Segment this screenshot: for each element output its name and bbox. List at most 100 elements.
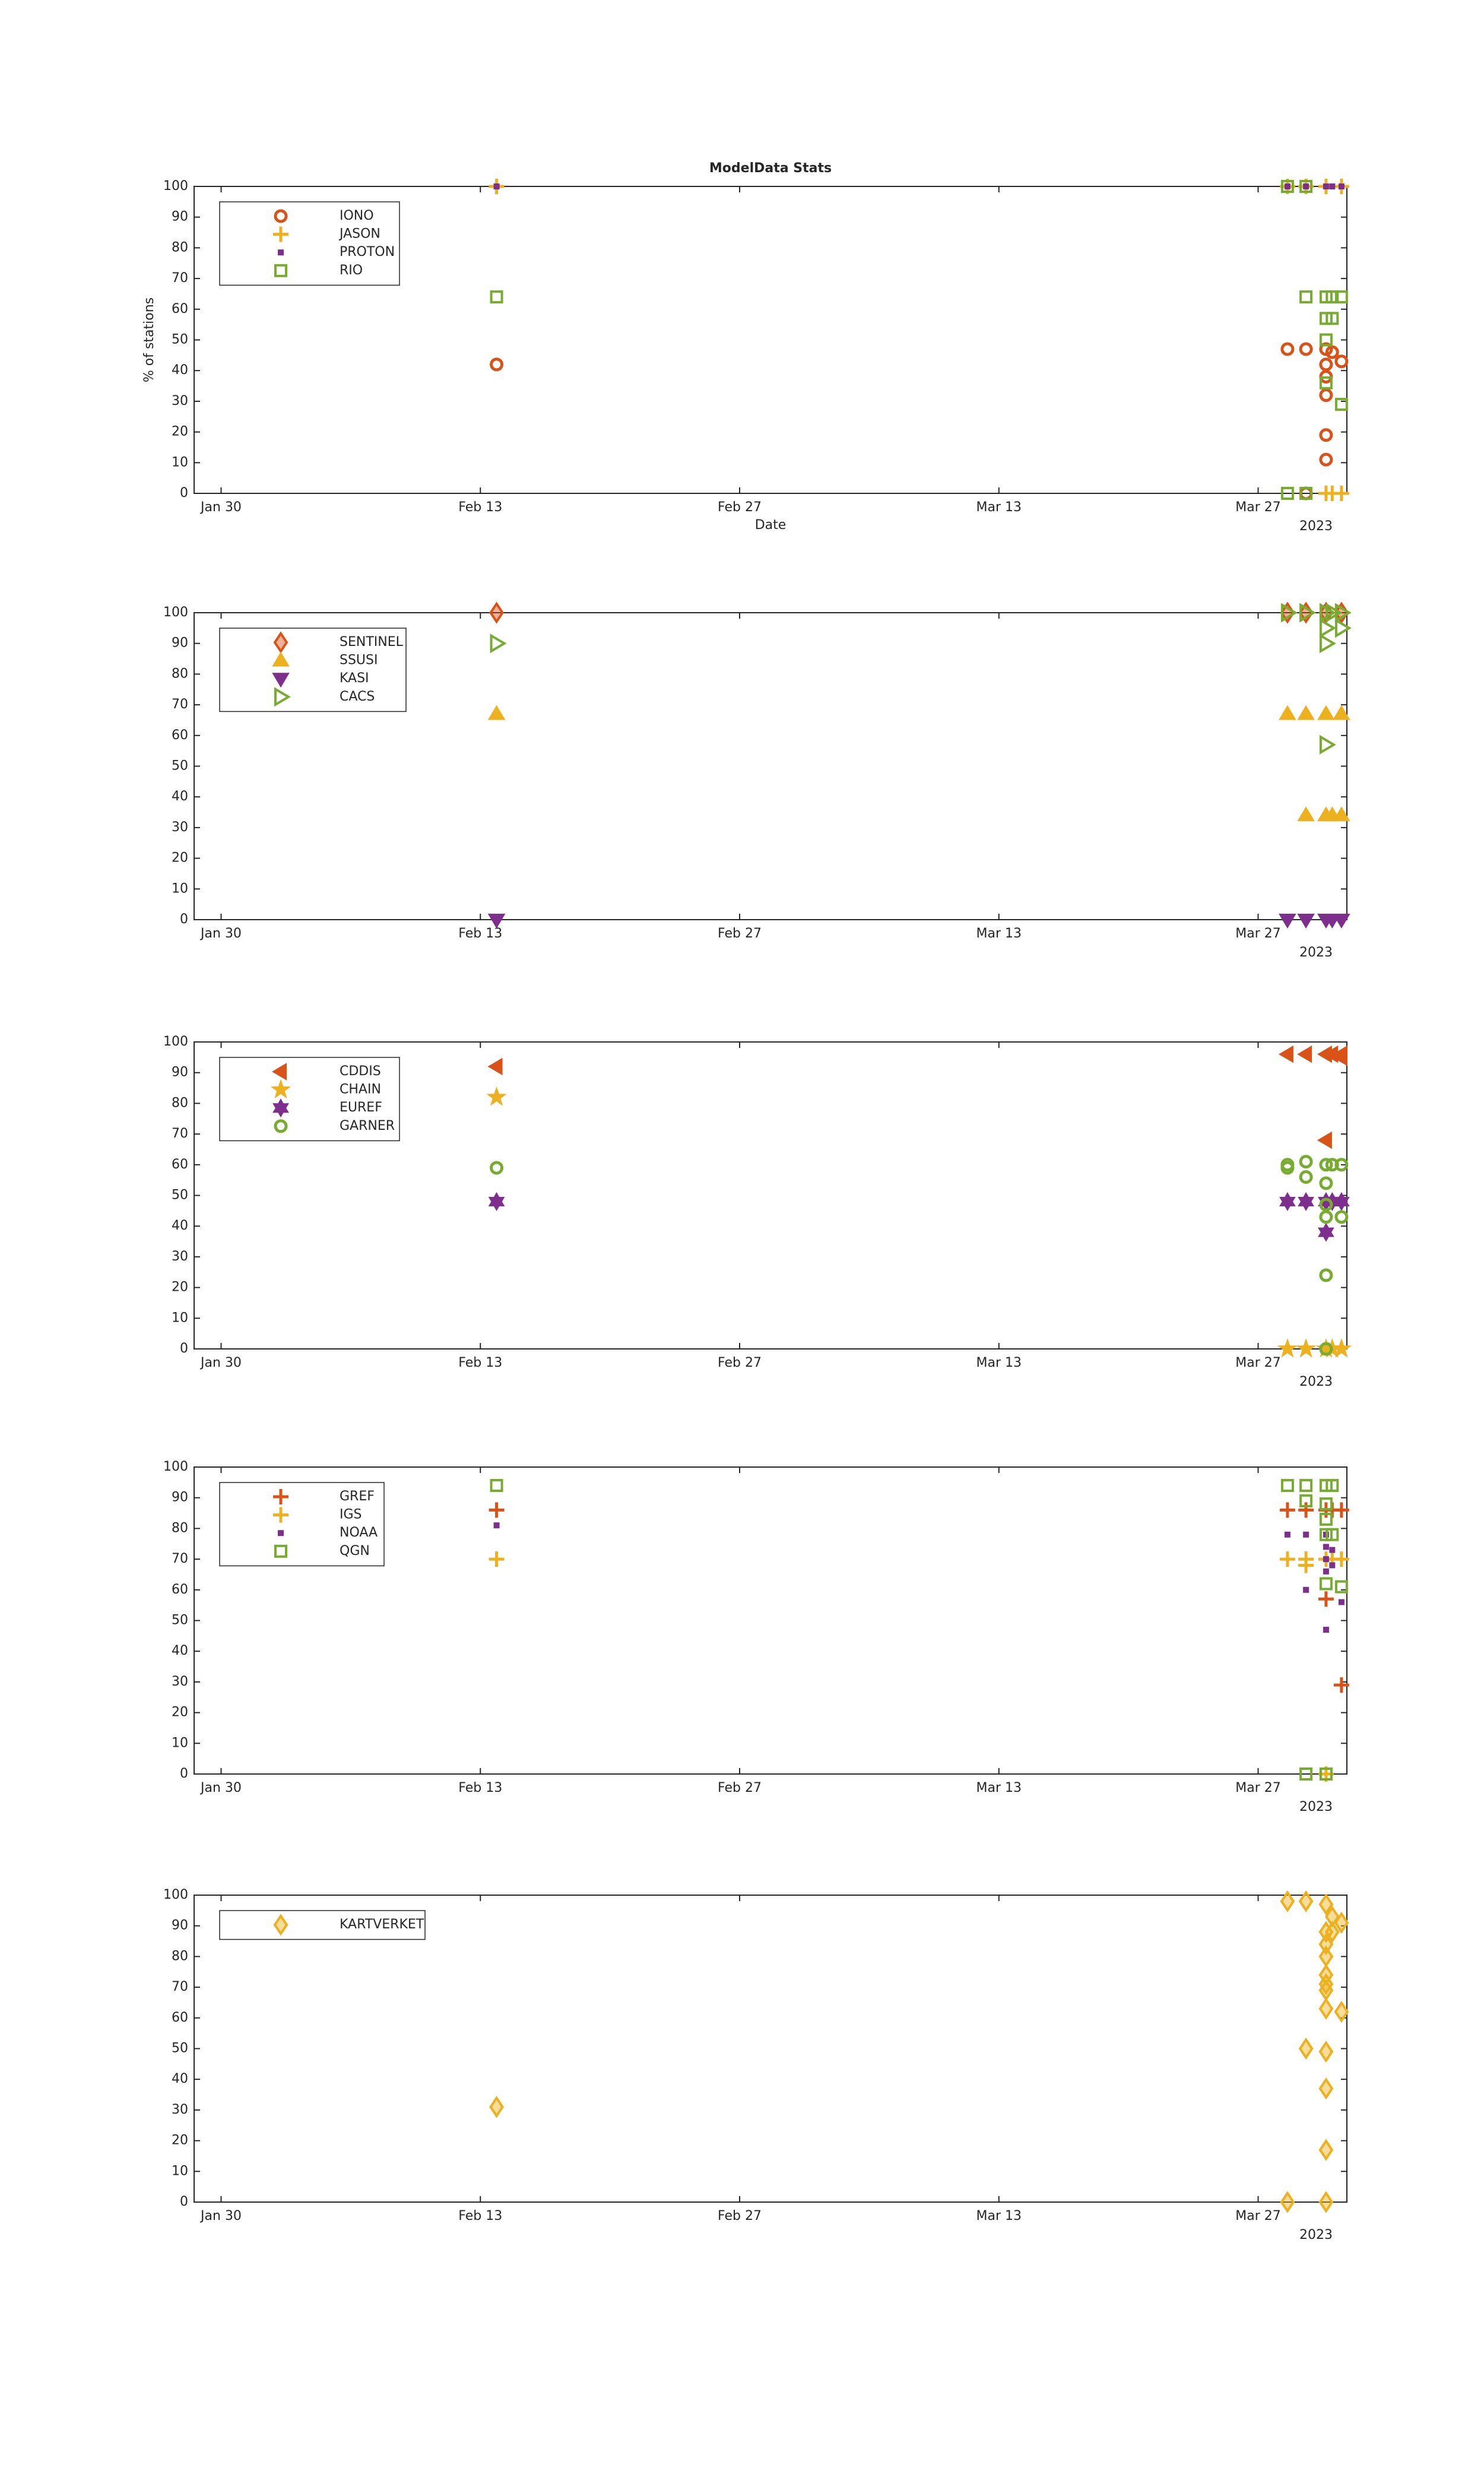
y-tick-label: 20: [172, 1280, 188, 1295]
data-point: [1280, 342, 1295, 356]
y-tick-label: 30: [172, 1249, 188, 1264]
data-point: [1280, 603, 1298, 623]
data-point: [1319, 376, 1333, 389]
data-point: [489, 2096, 504, 2118]
legend-marker: [273, 1507, 288, 1523]
data-point: [1318, 1591, 1334, 1607]
data-point: [1280, 180, 1294, 193]
y-tick-label: 20: [172, 1705, 188, 1720]
data-point: [1326, 312, 1339, 325]
y-tick-label: 50: [172, 1188, 188, 1203]
data-point: [1334, 354, 1349, 369]
data-point: [489, 1551, 505, 1567]
data-point: [1319, 633, 1336, 654]
y-tick-label: 90: [172, 1918, 188, 1933]
data-point: [1284, 1531, 1290, 1538]
legend-label: SSUSI: [340, 653, 378, 668]
y-tick-label: 60: [172, 1157, 188, 1172]
data-point: [1319, 1158, 1333, 1172]
data-point: [1319, 1512, 1333, 1526]
x-tick-label: Mar 27: [1235, 1355, 1281, 1370]
x-tick-label: Mar 13: [976, 500, 1022, 515]
data-point: [1279, 1192, 1296, 1211]
data-point: [1326, 290, 1339, 304]
y-tick-label: 30: [172, 1674, 188, 1689]
data-point: [1298, 1557, 1314, 1573]
data-point: [1334, 1158, 1349, 1172]
legend-marker: [270, 1079, 291, 1099]
data-point: [1297, 705, 1315, 720]
data-point: [1319, 333, 1333, 347]
legend-label: KASI: [340, 671, 369, 686]
x-tick-label: Feb 13: [458, 1781, 502, 1795]
data-point: [1334, 1911, 1349, 1934]
legend-label: KARTVERKET: [340, 1917, 424, 1932]
y-tick-label: 40: [172, 789, 188, 804]
data-point: [490, 290, 503, 304]
x-tick-label: Feb 27: [718, 2209, 762, 2223]
data-point: [1299, 342, 1313, 356]
y-tick-label: 20: [172, 851, 188, 866]
data-point: [1329, 1562, 1336, 1569]
data-point: [1319, 734, 1336, 755]
data-point: [1298, 1502, 1314, 1518]
data-point: [1298, 2037, 1314, 2060]
data-point: [1295, 1338, 1317, 1358]
x-tick-label: Mar 13: [976, 926, 1022, 941]
chart-title: ModelData Stats: [709, 161, 832, 176]
x-tick-label: Jan 30: [199, 1781, 242, 1795]
data-point: [1318, 1997, 1334, 2020]
data-point: [1299, 1767, 1313, 1781]
data-point: [1333, 1192, 1350, 1211]
legend-marker: [273, 1914, 288, 1936]
y-tick-label: 70: [172, 271, 188, 286]
y-tick-label: 60: [172, 728, 188, 743]
data-point: [1299, 487, 1313, 500]
data-point: [1278, 1045, 1293, 1063]
y-tick-label: 60: [172, 302, 188, 316]
data-point: [1334, 1210, 1349, 1224]
y-tick-label: 0: [180, 1341, 188, 1356]
data-point: [489, 1502, 505, 1518]
y-tick-label: 70: [172, 1126, 188, 1141]
legend-label: CDDIS: [340, 1064, 381, 1079]
y-tick-label: 80: [172, 1949, 188, 1963]
legend-label: SENTINEL: [340, 635, 404, 650]
data-point: [493, 183, 500, 189]
y-tick-label: 80: [172, 1520, 188, 1535]
data-point: [1319, 1497, 1333, 1511]
legend-label: IONO: [340, 208, 374, 223]
x-tick-label: Feb 13: [458, 500, 502, 515]
x-tick-label: Mar 13: [976, 2209, 1022, 2223]
data-point: [1318, 1973, 1334, 1995]
data-point: [489, 601, 504, 624]
data-point: [1303, 183, 1309, 189]
data-point: [1299, 1479, 1313, 1493]
data-point: [1280, 2191, 1295, 2213]
x-tick-label: Feb 27: [718, 500, 762, 515]
data-point: [1277, 1338, 1298, 1358]
y-tick-label: 50: [172, 2041, 188, 2056]
data-point: [1319, 1767, 1333, 1781]
y-tick-label: 20: [172, 425, 188, 439]
y-tick-label: 100: [163, 1034, 188, 1049]
y-tick-label: 80: [172, 240, 188, 255]
y-tick-label: 40: [172, 2071, 188, 2086]
data-point: [1326, 1479, 1339, 1493]
data-point: [1319, 1577, 1333, 1591]
y-tick-label: 40: [172, 363, 188, 378]
x-offset-label: 2023: [1299, 945, 1333, 960]
x-tick-label: Feb 13: [458, 2209, 502, 2223]
data-point: [1326, 1528, 1339, 1541]
data-point: [1319, 618, 1336, 638]
data-point: [1299, 603, 1317, 623]
legend-marker: [272, 651, 290, 667]
y-tick-label: 10: [172, 881, 188, 896]
y-tick-label: 40: [172, 1643, 188, 1658]
data-point: [1324, 1921, 1340, 1943]
data-point: [490, 357, 504, 372]
data-point: [1280, 1890, 1295, 1912]
data-point: [1319, 452, 1333, 467]
legend-box: [219, 1057, 400, 1142]
legend-marker: [273, 1489, 288, 1504]
